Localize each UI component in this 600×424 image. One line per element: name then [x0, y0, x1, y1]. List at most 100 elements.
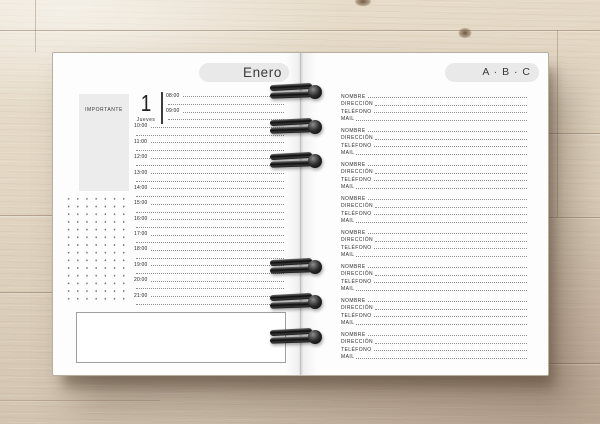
contact-field-label: MAIL [341, 354, 355, 360]
contact-field-label: TELÉFONO [341, 142, 372, 149]
schedule-hour-row: 09:00 [134, 106, 284, 114]
dotted-line [373, 146, 527, 147]
contact-row: MAIL [341, 319, 527, 327]
dotted-line [151, 234, 284, 236]
contact-row: DIRECCIÓN [341, 304, 527, 312]
contact-row: NOMBRE [341, 92, 527, 100]
dotted-line [136, 273, 284, 274]
contact-field-label: NOMBRE [341, 229, 366, 236]
index-banner: A · B · C [445, 63, 539, 82]
schedule-hour-row: 20:00 [134, 276, 284, 284]
date-block: 1 Jueves [133, 92, 159, 124]
contact-row: TELÉFONO [341, 141, 527, 149]
time-label: 13:00 [134, 169, 148, 176]
contact-row: NOMBRE [341, 126, 527, 134]
dotted-line [367, 233, 527, 234]
dotted-line [375, 172, 527, 174]
dotted-line [375, 274, 527, 276]
dotted-line [136, 180, 284, 182]
contact-field-label: TELÉFONO [341, 244, 372, 251]
dotted-line [151, 157, 284, 159]
contact-field-label: NOMBRE [341, 161, 366, 168]
dot-grid [64, 195, 132, 305]
dotted-line [356, 153, 527, 155]
time-label: 19:00 [134, 261, 148, 268]
dotted-line [136, 134, 284, 136]
dotted-line [151, 280, 284, 282]
contact-row: DIRECCIÓN [341, 202, 527, 210]
schedule-hour-row: 21:00 [134, 291, 284, 299]
time-label: 15:00 [134, 200, 148, 207]
center-fold [285, 53, 317, 375]
contact-row: DIRECCIÓN [341, 236, 527, 244]
planner-right-page: A · B · C NOMBRE DIRECCIÓN TELÉFONO MAIL NOM… [301, 53, 548, 375]
dotted-line [373, 180, 527, 181]
schedule-half-hour-row [134, 283, 284, 291]
planner-left-page: Enero IMPORTANTE 1 Jueves 08:00 09:00 10:0… [53, 53, 301, 375]
dotted-line [136, 288, 284, 290]
time-label: 08:00 [166, 92, 180, 99]
contact-row: DIRECCIÓN [341, 338, 527, 346]
dotted-line [375, 240, 527, 242]
schedule-half-hour-row [134, 114, 284, 122]
month-banner: Enero [199, 63, 289, 82]
contact-row: MAIL [341, 251, 527, 259]
schedule-half-hour-row [134, 206, 284, 214]
contact-row: NOMBRE [341, 330, 527, 338]
dotted-line [356, 323, 527, 325]
dotted-line [136, 211, 284, 213]
dotted-line [373, 282, 527, 283]
contact-block: NOMBRE DIRECCIÓN TELÉFONO MAIL [341, 228, 527, 258]
schedule-half-hour-row [134, 99, 284, 107]
contact-field-label: MAIL [341, 252, 355, 258]
schedule-hour-row: 08:00 [134, 91, 284, 99]
day-name: Jueves [136, 117, 156, 123]
time-label: 09:00 [166, 108, 180, 115]
dotted-line [373, 248, 527, 249]
contact-block: NOMBRE DIRECCIÓN TELÉFONO MAIL [341, 160, 527, 190]
dotted-line [375, 308, 527, 310]
contact-row: NOMBRE [341, 160, 527, 168]
time-label: 12:00 [134, 154, 148, 161]
contact-field-label: MAIL [341, 150, 355, 156]
contact-row: MAIL [341, 149, 527, 157]
dotted-line [356, 357, 527, 359]
contact-field-label: DIRECCIÓN [341, 339, 374, 345]
contact-row: NOMBRE [341, 228, 527, 236]
contact-field-label: MAIL [341, 286, 355, 292]
wood-plank-seam [0, 215, 52, 216]
dotted-line [367, 301, 527, 302]
dotted-line [136, 196, 284, 198]
contact-field-label: MAIL [341, 116, 355, 122]
dotted-line [136, 242, 284, 244]
time-label: 18:00 [134, 246, 148, 253]
schedule-hour-row: 19:00 [134, 260, 284, 268]
contact-row: MAIL [341, 353, 527, 361]
dotted-line [367, 97, 527, 98]
contact-field-label: TELÉFONO [341, 312, 372, 319]
importante-box: IMPORTANTE [79, 94, 129, 191]
contact-field-label: TELÉFONO [341, 346, 372, 353]
dotted-line [367, 267, 527, 268]
contact-field-label: DIRECCIÓN [341, 305, 374, 311]
contact-field-label: TELÉFONO [341, 108, 372, 115]
schedule-half-hour-row [134, 252, 284, 260]
contact-field-label: NOMBRE [341, 331, 366, 338]
contact-field-label: DIRECCIÓN [341, 101, 374, 107]
schedule-hour-row: 14:00 [134, 183, 284, 191]
contact-field-label: NOMBRE [341, 93, 366, 100]
contact-row: TELÉFONO [341, 175, 527, 183]
contact-field-label: TELÉFONO [341, 176, 372, 183]
schedule-hour-row: 18:00 [134, 245, 284, 253]
importante-label: IMPORTANTE [85, 107, 123, 113]
contact-field-label: DIRECCIÓN [341, 203, 374, 209]
dotted-line [373, 316, 527, 317]
contact-row: TELÉFONO [341, 311, 527, 319]
planner-notebook: Enero IMPORTANTE 1 Jueves 08:00 09:00 10:0… [52, 52, 549, 376]
dotted-line [367, 199, 527, 200]
schedule-half-hour-row [134, 160, 284, 168]
dotted-line [151, 203, 284, 205]
wood-plank-seam [0, 30, 600, 31]
dotted-line [151, 296, 284, 298]
dotted-line [375, 104, 527, 106]
